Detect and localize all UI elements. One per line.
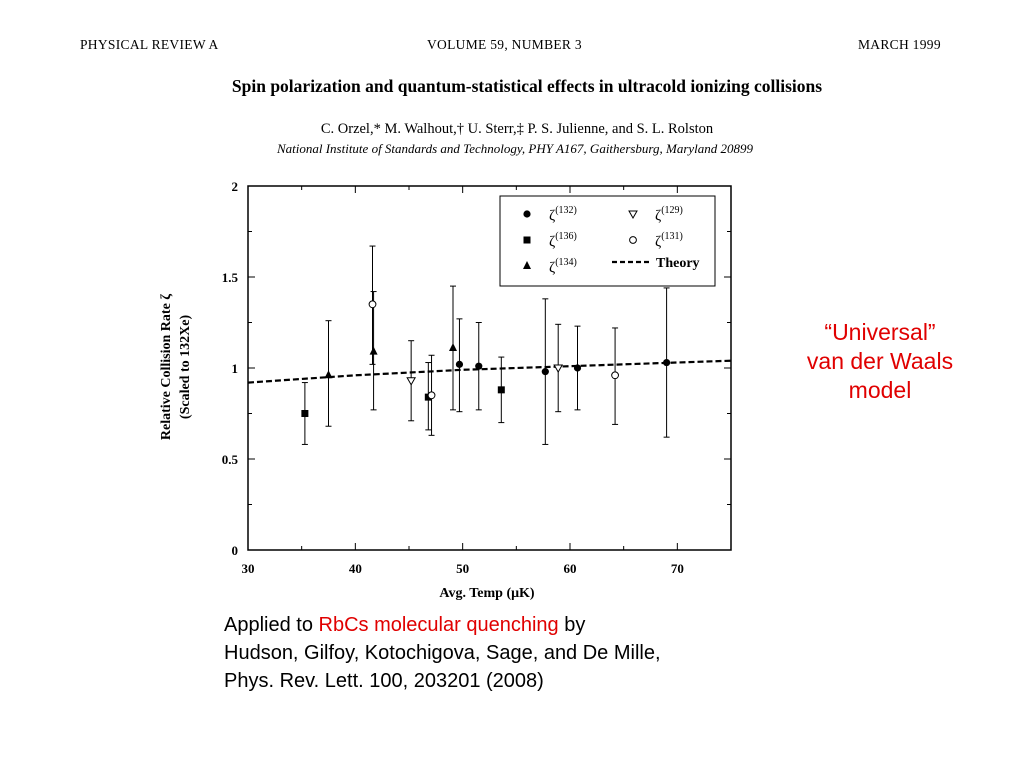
paper-title: Spin polarization and quantum-statistica… [231,76,823,96]
x-axis-label: Avg. Temp (μK) [439,586,535,601]
marker-filled-triangle [449,342,458,351]
note-suffix: by [558,614,586,636]
callout-line3: model [848,377,912,403]
marker-open-circle [629,236,637,244]
legend-label: ζ(132) [549,205,577,224]
marker-filled-square [301,410,309,417]
legend-label: ζ(129) [655,205,683,224]
note-line2: Hudson, Gilfoy, Kotochigova, Sage, and D… [224,642,661,664]
x-tick-label: 60 [564,561,577,576]
marker-open-triangle-down [406,377,417,386]
x-tick-label: 40 [349,561,362,576]
legend-label: ζ(131) [655,231,683,250]
marker-filled-triangle [369,346,378,355]
y-tick-label: 1 [232,361,239,376]
journal-date: MARCH 1999 [858,37,941,52]
y-tick-labels: 0 0.5 1 1.5 2 [222,179,239,558]
axis-ticks [247,185,731,551]
marker-open-triangle-down [553,364,564,374]
legend-items: ζ(132) ζ(136) ζ(134) ζ(129) ζ(131) Theory [523,205,700,276]
callout-line2: van der Waals [806,348,954,374]
journal-name: PHYSICAL REVIEW A [80,37,219,52]
legend-label: ζ(136) [549,231,577,250]
marker-filled-circle [541,368,549,376]
marker-filled-circle [475,362,483,370]
y-axis-label-line2: (Scaled to 132Xe) [178,315,193,420]
x-tick-label: 70 [671,561,684,576]
y-tick-label: 0 [232,543,239,558]
marker-filled-circle [573,364,582,372]
marker-filled-circle [523,210,531,218]
note-prefix: Applied to [224,614,319,636]
legend-theory-label: Theory [656,256,700,271]
y-tick-label: 2 [232,179,239,194]
legend-box [499,195,716,287]
marker-filled-square [497,386,505,394]
paper-authors: C. Orzel,* M. Walhout,† U. Sterr,‡ P. S.… [320,121,714,137]
model-callout: “Universal” van der Waals model [770,318,990,405]
legend: ζ(132) ζ(136) ζ(134) ζ(129) ζ(131) Theory [499,195,716,287]
application-note: Applied to RbCs molecular quenching by H… [224,611,844,695]
marker-open-triangle-down [628,210,638,220]
marker-open-circle [368,300,377,309]
y-tick-label: 0.5 [222,452,239,467]
callout-line1: “Universal” [824,319,936,345]
theory-curve [247,359,732,384]
y-axis-label-group: Relative Collision Rate ζ (Scaled to 132… [159,294,193,440]
legend-label: ζ(134) [549,257,577,276]
marker-filled-circle [455,360,464,368]
marker-filled-triangle [523,261,531,269]
data-points [301,300,671,417]
journal-volume: VOLUME 59, NUMBER 3 [427,37,582,52]
marker-open-circle [427,391,436,400]
y-tick-label: 1.5 [222,270,239,285]
paper-affiliation: National Institute of Standards and Tech… [276,141,754,156]
y-axis-label-line1: Relative Collision Rate ζ [159,294,174,440]
note-highlight: RbCs molecular quenching [318,614,559,636]
note-line3: Phys. Rev. Lett. 100, 203201 (2008) [224,670,544,692]
marker-open-circle [611,371,619,380]
theory-curve-layer [247,359,732,384]
marker-filled-square [523,236,531,244]
x-tick-labels: 30 40 50 60 70 [242,561,684,576]
note-line1: Applied to RbCs molecular quenching by [224,611,844,639]
x-tick-label: 50 [456,561,469,576]
marker-filled-triangle [324,370,333,379]
x-tick-label: 30 [242,561,255,576]
marker-filled-circle [663,358,671,367]
